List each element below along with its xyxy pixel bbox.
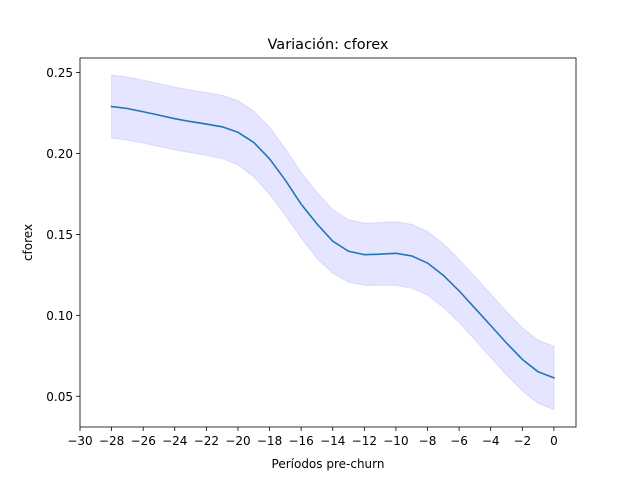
x-tick-label: −22 (194, 434, 219, 448)
x-tick-label: −10 (383, 434, 408, 448)
x-tick-label: −2 (513, 434, 531, 448)
x-tick-label: −24 (162, 434, 187, 448)
chart-title: Variación: cforex (268, 37, 389, 53)
y-axis: 0.05 0.10 0.15 0.20 0.25 (46, 66, 80, 404)
x-tick-label: −16 (288, 434, 313, 448)
x-tick-label: −12 (352, 434, 377, 448)
x-axis: −30 −28 −26 −24 −22 −20 −18 −16 −14 −12 −10 −8 −6 −4−… (67, 427, 558, 448)
x-tick-label: −26 (131, 434, 156, 448)
x-tick-label: −30 (67, 434, 92, 448)
x-tick-label: −14 (320, 434, 345, 448)
x-tick-label: 0 (550, 434, 558, 448)
confidence-band-0 (111, 74, 555, 411)
x-tick-label: −4 (482, 434, 500, 448)
y-axis-label: cforex (21, 224, 35, 261)
y-tick-label: 0.15 (46, 228, 73, 242)
plot-area (110, 74, 555, 411)
y-tick-label: 0.10 (46, 309, 73, 323)
x-tick-label: −18 (257, 434, 282, 448)
y-tick-label: 0.25 (46, 66, 73, 80)
x-tick-label: −8 (419, 434, 437, 448)
y-tick-label: 0.05 (46, 390, 73, 404)
axes-frame (79, 57, 577, 428)
x-tick-label: −6 (450, 434, 468, 448)
y-tick-label: 0.20 (46, 147, 73, 161)
x-tick-label: −20 (225, 434, 250, 448)
x-axis-label: Períodos pre-churn (272, 457, 385, 471)
series-line-0 (110, 105, 555, 379)
x-tick-label: −28 (99, 434, 124, 448)
